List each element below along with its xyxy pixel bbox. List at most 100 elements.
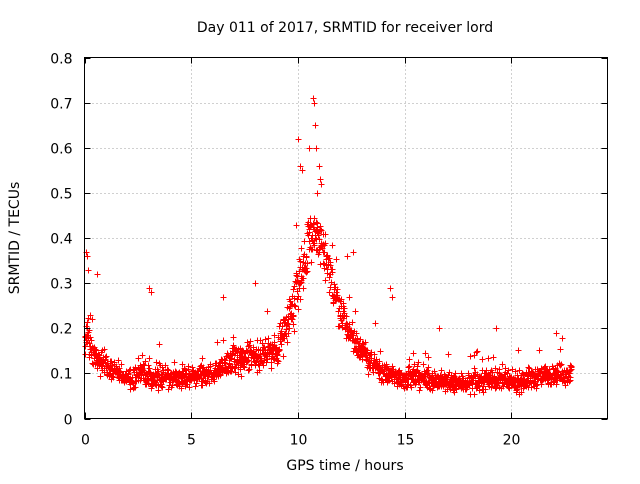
data-point [289,316,296,323]
data-point [271,332,278,339]
y-tick-label: 0.6 [50,142,72,158]
y-tick-label: 0.3 [50,277,72,293]
data-point [300,275,307,282]
data-point [101,346,108,353]
data-point [89,316,96,323]
data-point [479,356,486,363]
data-point [142,358,149,365]
data-point [533,382,540,389]
data-point [153,359,160,366]
data-point [557,346,564,353]
data-point [336,323,343,330]
data-point [493,325,500,332]
data-point [278,341,285,348]
data-point [259,340,266,347]
data-point [299,167,306,174]
data-point [567,377,574,384]
data-point [518,389,525,396]
data-point [309,246,316,253]
x-tick-label: 20 [503,433,521,449]
x-axis-label: GPS time / hours [286,458,403,474]
data-point [333,256,340,263]
data-point [471,391,478,398]
data-point [473,349,480,356]
data-point [316,163,323,170]
data-point [245,343,252,350]
data-point [414,363,421,370]
data-point [291,328,298,335]
data-point [318,227,325,234]
x-tick-label: 10 [290,433,308,449]
data-point [536,347,543,354]
y-tick-label: 0.8 [50,52,72,68]
data-point [450,374,457,381]
y-axis-label: SRMTID / TECUs [7,182,23,295]
data-point [316,236,323,243]
data-point [165,367,172,374]
data-point [297,163,304,170]
data-point [244,358,251,365]
data-point [280,353,287,360]
data-point [278,328,285,335]
data-point [84,319,91,326]
data-point [245,367,252,374]
data-point [515,347,522,354]
data-point [145,380,152,387]
data-point [389,363,396,370]
data-point [171,359,178,366]
data-point [519,370,526,377]
data-point [297,296,304,303]
data-point [312,235,319,242]
data-point [364,347,371,354]
data-point [505,367,512,374]
data-point [252,280,259,287]
data-point [132,364,139,371]
x-tick-label: 15 [397,433,415,449]
data-point [241,364,248,371]
y-tick-label: 0.1 [50,367,72,383]
data-point [179,361,186,368]
data-point [557,362,564,369]
data-point [145,362,152,369]
data-point [291,302,298,309]
data-point [566,370,573,377]
data-point [406,356,413,363]
data-point [295,136,302,143]
data-point [516,367,523,374]
data-point [362,339,369,346]
data-point [512,368,519,375]
y-tick-label: 0 [64,413,73,429]
data-point [264,356,271,363]
data-point [246,366,253,373]
y-tick-label: 0.2 [50,322,72,338]
data-point [220,337,227,344]
data-point [329,242,336,249]
data-point [429,387,436,394]
data-point [103,353,110,360]
data-point [268,365,275,372]
data-point [279,323,286,330]
data-point [87,312,94,319]
data-point [326,274,333,281]
data-point [317,176,324,183]
data-point [334,286,341,293]
data-point [310,95,317,102]
data-point [567,367,574,374]
data-point [350,249,357,256]
data-point [178,385,185,392]
data-point [308,259,315,266]
data-point [274,351,281,358]
data-point [412,372,419,379]
data-point [276,347,283,354]
data-point [326,289,333,296]
data-point [146,355,153,362]
data-point [295,306,302,313]
data-point [290,286,297,293]
data-point [372,320,379,327]
data-point [405,364,412,371]
data-point [304,260,311,267]
data-point [514,386,521,393]
data-point [568,363,575,370]
y-tick-label: 0.4 [50,232,72,248]
data-point [376,358,383,365]
